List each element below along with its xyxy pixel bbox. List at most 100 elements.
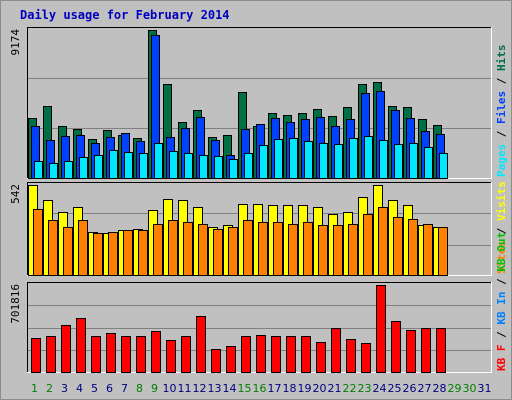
x-tick-label-27: 27	[418, 382, 432, 395]
bar-kb-f-day-26	[406, 330, 416, 373]
bar-sites-day-22	[348, 224, 358, 276]
bar-pages-day-26	[409, 143, 418, 179]
x-tick-label-4: 4	[76, 382, 83, 395]
x-tick-label-14: 14	[223, 382, 237, 395]
legend-entry: /	[495, 71, 508, 91]
bar-kb-f-day-6	[106, 333, 116, 373]
x-tick-label-13: 13	[208, 382, 222, 395]
bar-kb-f-day-14	[226, 346, 236, 373]
legend-entry: /	[495, 272, 508, 292]
legend-entry: KB In	[495, 292, 508, 325]
bar-kb-f-day-28	[436, 328, 446, 373]
legend-entry: Visits	[495, 181, 508, 221]
max-label-hits-files-pages: 9174	[9, 29, 22, 56]
x-tick-label-2: 2	[46, 382, 53, 395]
bar-pages-day-22	[349, 138, 358, 179]
chart-title: Daily usage for February 2014	[20, 8, 230, 22]
legend-entry: KB F	[495, 345, 508, 372]
bar-kb-f-day-27	[421, 328, 431, 373]
bar-kb-f-day-24	[376, 285, 386, 373]
bar-kb-f-day-11	[181, 336, 191, 373]
legend-entry: Sites	[495, 241, 508, 274]
bar-pages-day-16	[259, 145, 268, 179]
legend-entry: Pages	[495, 144, 508, 177]
bar-sites-day-13	[213, 229, 223, 276]
bar-pages-day-19	[304, 141, 313, 179]
bar-pages-day-10	[169, 151, 178, 179]
bar-pages-day-14	[229, 159, 238, 179]
bar-pages-day-11	[184, 153, 193, 179]
bar-sites-day-2	[48, 220, 58, 276]
x-tick-label-23: 23	[358, 382, 372, 395]
bar-sites-day-19	[303, 222, 313, 276]
bar-kb-f-day-21	[331, 328, 341, 373]
legend-entry: /	[495, 221, 508, 241]
bar-sites-day-14	[228, 227, 238, 276]
x-tick-label-22: 22	[343, 382, 357, 395]
x-tick-label-19: 19	[298, 382, 312, 395]
max-label-visits-sites: 542	[9, 184, 22, 204]
bar-sites-day-4	[78, 220, 88, 276]
bar-sites-day-5	[93, 233, 103, 276]
bar-kb-f-day-15	[241, 336, 251, 373]
x-tick-label-10: 10	[163, 382, 177, 395]
bar-sites-day-25	[393, 217, 403, 276]
bar-kb-f-day-20	[316, 342, 326, 373]
bar-kb-f-day-7	[121, 336, 131, 373]
legend-visits-sites: Sites / Visits	[495, 181, 508, 274]
bar-kb-f-day-8	[136, 336, 146, 373]
bar-pages-day-23	[364, 136, 373, 179]
bar-kb-f-day-13	[211, 349, 221, 373]
legend-kbf-kbin-kbout: KB F / KB In / KB Out	[495, 232, 508, 371]
bar-kb-f-day-23	[361, 343, 371, 373]
bar-sites-day-6	[108, 232, 118, 276]
bar-pages-day-18	[289, 138, 298, 179]
x-tick-label-24: 24	[373, 382, 387, 395]
legend-entry: Files	[495, 91, 508, 124]
legend-entry: /	[495, 124, 508, 144]
bar-pages-day-6	[109, 150, 118, 179]
bar-sites-day-15	[243, 220, 253, 276]
bar-kb-f-day-9	[151, 331, 161, 373]
bar-pages-day-20	[319, 143, 328, 179]
legend-entry: /	[495, 325, 508, 345]
x-tick-label-31: 31	[478, 382, 492, 395]
x-tick-label-20: 20	[313, 382, 327, 395]
bar-sites-day-1	[33, 209, 43, 276]
x-tick-label-30: 30	[463, 382, 477, 395]
x-tick-label-5: 5	[91, 382, 98, 395]
x-tick-label-11: 11	[178, 382, 192, 395]
x-tick-label-7: 7	[121, 382, 128, 395]
bar-kb-f-day-25	[391, 321, 401, 373]
bar-kb-f-day-10	[166, 340, 176, 373]
x-tick-label-8: 8	[136, 382, 143, 395]
bar-pages-day-28	[439, 153, 448, 179]
bar-pages-day-24	[379, 140, 388, 179]
x-tick-label-29: 29	[448, 382, 462, 395]
legend-entry: KB Out	[495, 232, 508, 272]
x-tick-label-17: 17	[268, 382, 282, 395]
legend-entry: Hits	[495, 45, 508, 72]
x-tick-label-25: 25	[388, 382, 402, 395]
bar-sites-day-21	[333, 225, 343, 276]
bar-kb-f-day-4	[76, 318, 86, 373]
bar-sites-day-3	[63, 227, 73, 276]
x-tick-label-1: 1	[31, 382, 38, 395]
bar-kb-f-day-1	[31, 338, 41, 373]
bar-sites-day-11	[183, 222, 193, 276]
bar-kb-f-day-19	[301, 336, 311, 373]
bar-pages-day-17	[274, 139, 283, 179]
bar-sites-day-28	[438, 227, 448, 276]
x-tick-label-15: 15	[238, 382, 252, 395]
bar-kb-f-day-5	[91, 336, 101, 373]
x-tick-label-21: 21	[328, 382, 342, 395]
bar-pages-day-9	[154, 143, 163, 179]
bar-sites-day-18	[288, 224, 298, 276]
bar-sites-day-17	[273, 222, 283, 276]
bar-kb-f-day-2	[46, 336, 56, 373]
bar-pages-day-5	[94, 155, 103, 179]
x-tick-label-16: 16	[253, 382, 267, 395]
bar-sites-day-23	[363, 214, 373, 276]
bar-sites-day-9	[153, 224, 163, 276]
bar-sites-day-16	[258, 222, 268, 276]
